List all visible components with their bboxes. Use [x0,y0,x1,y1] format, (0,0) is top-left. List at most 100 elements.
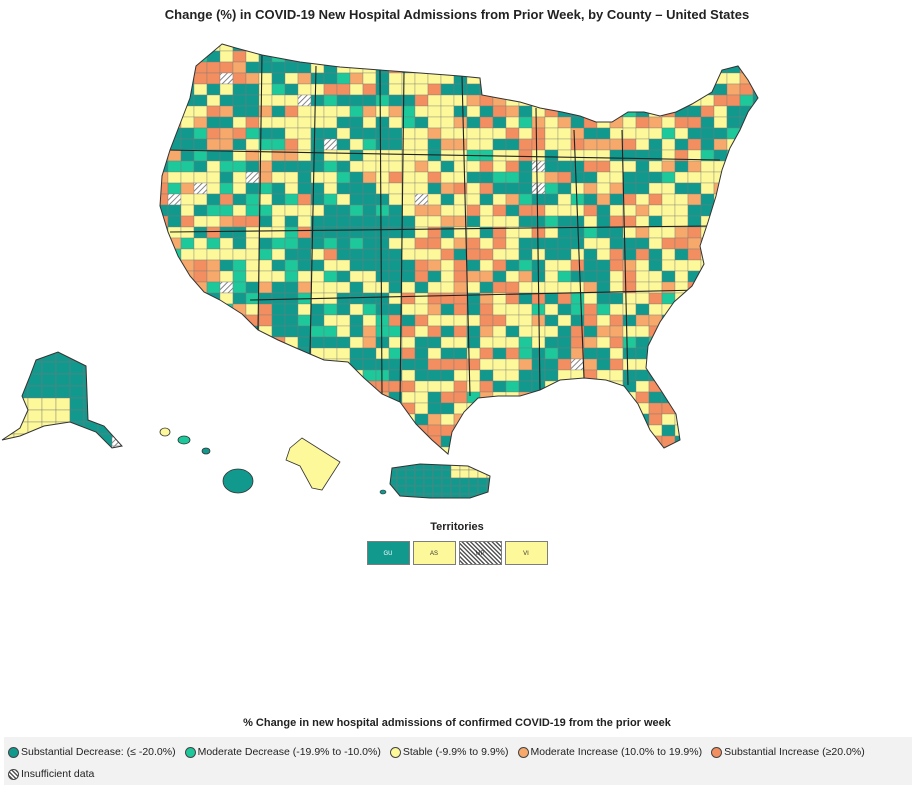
county-cell[interactable] [700,281,715,294]
county-cell[interactable] [284,303,299,316]
county-cell[interactable] [440,50,455,63]
county-cell[interactable] [233,458,246,469]
county-cell[interactable] [232,413,247,426]
county-cell[interactable] [687,204,702,217]
county-cell[interactable] [427,303,442,316]
county-cell[interactable] [713,127,728,140]
county-cell[interactable] [713,303,728,316]
county-cell[interactable] [635,380,650,393]
county-cell[interactable] [479,358,494,371]
county-cell[interactable] [401,292,416,305]
county-cell[interactable] [155,446,169,458]
county-cell[interactable] [362,248,377,261]
county-cell[interactable] [583,204,598,217]
county-cell[interactable] [388,50,403,63]
county-cell[interactable] [596,193,611,206]
county-cell[interactable] [740,458,753,469]
county-cell[interactable] [648,314,663,327]
county-cell[interactable] [193,116,208,129]
county-cell[interactable] [323,182,338,195]
county-cell[interactable] [570,127,585,140]
county-cell[interactable] [687,402,702,415]
county-cell[interactable] [232,237,247,250]
county-cell[interactable] [219,413,234,426]
county-cell[interactable] [531,413,546,426]
county-cell[interactable] [155,402,169,415]
county-cell[interactable] [401,171,416,184]
county-cell[interactable] [167,380,182,393]
county-cell[interactable] [557,413,572,426]
county-cell[interactable] [674,358,689,371]
county-cell[interactable] [271,105,286,118]
county-cell[interactable] [687,83,702,96]
county-cell[interactable] [661,369,676,382]
county-cell[interactable] [453,40,468,52]
county-cell[interactable] [570,61,585,74]
county-cell[interactable] [427,424,442,437]
county-cell[interactable] [557,325,572,338]
county-cell[interactable] [466,281,481,294]
county-cell[interactable] [674,226,689,239]
county-cell[interactable] [180,259,195,272]
county-cell[interactable] [479,325,494,338]
county-cell[interactable] [466,270,481,283]
county-cell[interactable] [687,303,702,316]
county-cell[interactable] [505,336,520,349]
county-cell[interactable] [505,303,520,316]
county-cell[interactable] [258,303,273,316]
county-cell[interactable] [193,259,208,272]
county-cell[interactable] [375,215,390,228]
county-cell[interactable] [323,127,338,140]
county-cell[interactable] [596,446,611,458]
county-cell[interactable] [155,127,169,140]
county-cell[interactable] [349,380,364,393]
county-cell[interactable] [271,358,286,371]
county-cell[interactable] [544,435,559,448]
county-cell[interactable] [375,314,390,327]
county-cell[interactable] [323,204,338,217]
county-cell[interactable] [206,325,221,338]
county-cell[interactable] [583,171,598,184]
county-cell[interactable] [388,94,403,107]
county-cell[interactable] [180,402,195,415]
county-cell[interactable] [440,182,455,195]
county-cell[interactable] [583,347,598,360]
county-cell[interactable] [557,314,572,327]
county-cell[interactable] [336,303,351,316]
county-cell[interactable] [531,325,546,338]
county-cell[interactable] [362,72,377,85]
county-cell[interactable] [700,61,715,74]
county-cell[interactable] [272,458,285,469]
county-cell[interactable] [726,248,741,261]
county-cell[interactable] [635,215,650,228]
county-cell[interactable] [674,193,689,206]
county-cell[interactable] [206,182,221,195]
county-cell[interactable] [700,160,715,173]
county-cell[interactable] [414,314,429,327]
county-cell[interactable] [232,204,247,217]
county-cell[interactable] [453,248,468,261]
county-cell[interactable] [193,105,208,118]
county-cell[interactable] [505,127,520,140]
county-cell[interactable] [713,424,728,437]
county-cell[interactable] [388,193,403,206]
county-cell[interactable] [168,458,181,469]
county-cell[interactable] [557,424,572,437]
legend-item-insufficient[interactable]: Insufficient data [8,768,94,780]
county-cell[interactable] [167,171,182,184]
county-cell[interactable] [284,270,299,283]
county-cell[interactable] [219,83,234,96]
county-cell[interactable] [700,303,715,316]
county-cell[interactable] [232,446,247,458]
county-cell[interactable] [414,413,429,426]
county-cell[interactable] [726,193,741,206]
county-cell[interactable] [713,369,728,382]
county-cell[interactable] [753,458,766,469]
county-cell[interactable] [245,435,260,448]
county-cell[interactable] [700,391,715,404]
county-cell[interactable] [427,391,442,404]
county-cell[interactable] [453,402,468,415]
county-cell[interactable] [427,61,442,74]
county-cell[interactable] [336,193,351,206]
county-cell[interactable] [453,116,468,129]
